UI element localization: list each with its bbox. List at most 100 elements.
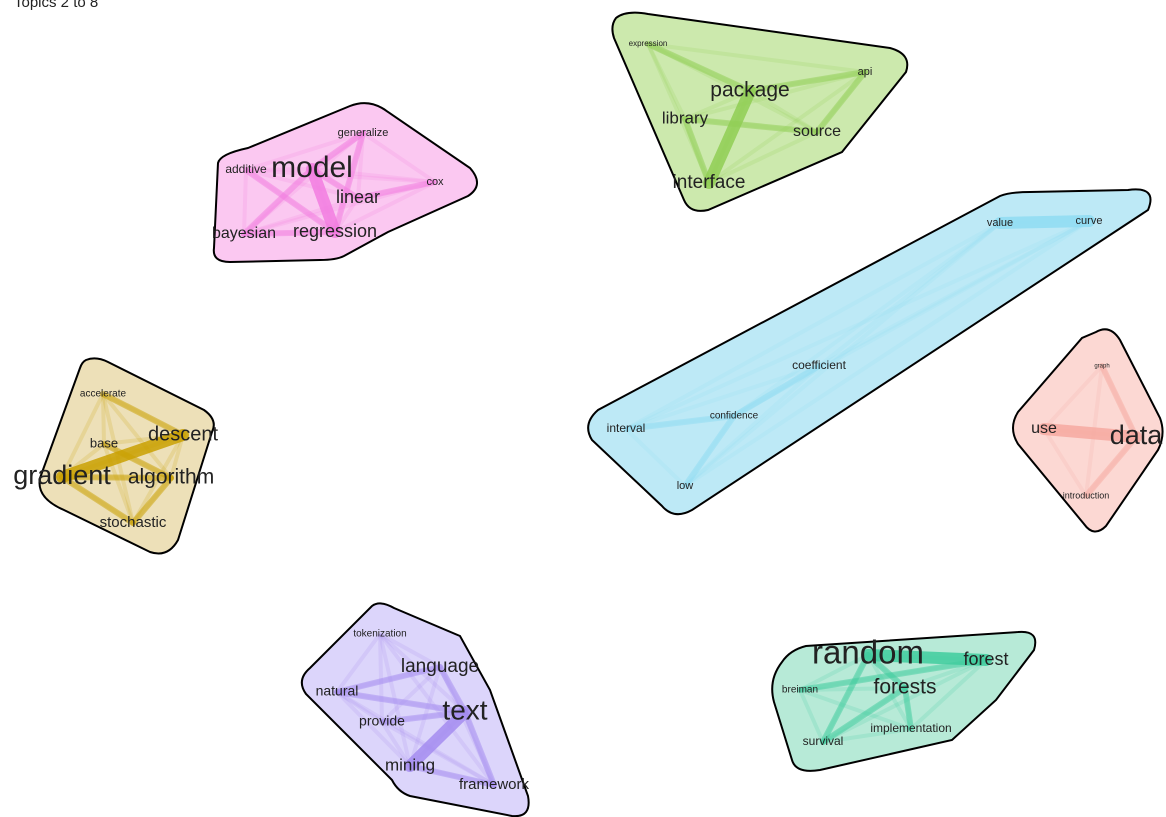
mesh-edge-text xyxy=(335,690,412,768)
edge-linear-cox xyxy=(355,179,438,201)
edge-expression-package xyxy=(645,41,753,94)
edge-forests-implementation xyxy=(902,685,914,732)
edge-gradient-algorithm xyxy=(59,474,174,481)
edge-model-bayesian xyxy=(241,166,315,237)
mesh-edge-value xyxy=(683,221,1002,488)
word-language: language xyxy=(401,656,479,677)
mesh-edge-text xyxy=(378,633,384,723)
edge-model-regression xyxy=(306,163,341,238)
word-curve: curve xyxy=(1076,215,1103,227)
edge-stochastic-algorithm xyxy=(130,475,174,526)
word-low: low xyxy=(677,480,694,492)
edge-natural-text xyxy=(334,689,468,715)
edge-text-language xyxy=(437,664,468,715)
edge-model-linear xyxy=(309,166,361,201)
word-introduction: introduction xyxy=(1063,490,1110,500)
mesh-edge-package xyxy=(684,89,751,121)
mesh-edge-model xyxy=(242,169,248,235)
edge-package-interface xyxy=(703,85,756,189)
edge-graph-data xyxy=(1099,363,1139,440)
word-stochastic: stochastic xyxy=(100,514,167,531)
mesh-edge-package xyxy=(647,42,866,74)
word-implementation: implementation xyxy=(870,721,951,735)
edge-data-introduction xyxy=(1083,434,1139,499)
word-base: base xyxy=(90,435,118,450)
edge-random-forests xyxy=(865,652,908,691)
edge-survival-random xyxy=(820,652,871,745)
mesh-edge-package xyxy=(646,43,687,120)
word-algorithm: algorithm xyxy=(128,466,214,489)
mesh-edge-gradient xyxy=(101,392,173,480)
word-library: library xyxy=(662,108,709,127)
edge-random-forest xyxy=(862,649,992,666)
edge-bayesian-regression xyxy=(241,229,338,237)
word-model: model xyxy=(271,151,353,184)
word-breiman: breiman xyxy=(782,685,818,696)
edge-gradient-stochastic xyxy=(59,474,136,526)
mesh-edge-text xyxy=(335,690,496,787)
edge-natural-language xyxy=(334,664,443,695)
mesh-edge-text xyxy=(380,720,412,768)
word-value: value xyxy=(987,217,1013,229)
mesh-edge-value xyxy=(625,221,1001,431)
edge-use-data xyxy=(1038,423,1142,443)
edge-provide-text xyxy=(379,709,468,725)
word-additive: additive xyxy=(225,162,267,176)
edge-value-curve xyxy=(994,215,1095,229)
mesh-edge-random xyxy=(799,688,912,731)
mesh-edge-value xyxy=(817,221,1002,368)
edge-breiman-forest xyxy=(797,657,989,693)
mesh-edge-data xyxy=(1042,427,1088,498)
mesh-edge-model xyxy=(334,180,436,234)
word-source: source xyxy=(793,123,841,140)
mesh-edge-random xyxy=(909,658,988,731)
mesh-edge-gradient xyxy=(101,393,106,445)
word-natural: natural xyxy=(316,683,359,699)
mesh-edge-value xyxy=(683,364,821,488)
mesh-edge-gradient xyxy=(169,434,185,479)
edge-accelerate-descent xyxy=(100,391,186,438)
word-accelerate: accelerate xyxy=(80,389,127,400)
edge-text-framework xyxy=(462,709,497,788)
word-interval: interval xyxy=(607,421,646,435)
mesh-edge-package xyxy=(708,130,818,185)
mesh-edge-package xyxy=(748,89,819,134)
mesh-edge-model xyxy=(245,131,364,172)
topic-edges xyxy=(56,41,1142,788)
word-interface: interface xyxy=(673,172,746,193)
word-regression: regression xyxy=(293,221,377,241)
word-random: random xyxy=(812,634,924,671)
edge-model-generalize xyxy=(309,130,366,172)
mesh-edge-model xyxy=(361,131,437,184)
edge-confidence-coefficient xyxy=(731,363,822,419)
word-bayesian: bayesian xyxy=(212,225,276,242)
mesh-edge-model xyxy=(243,196,359,236)
word-forest: forest xyxy=(963,649,1008,669)
mesh-edge-value xyxy=(818,219,1090,368)
mesh-edge-value xyxy=(625,219,1090,431)
word-generalize: generalize xyxy=(338,127,389,139)
chart-title: Topics 2 to 8 xyxy=(14,0,99,11)
mesh-edge-text xyxy=(380,665,442,724)
hull-model xyxy=(212,102,478,264)
word-graph: graph xyxy=(1094,364,1109,370)
hull-random xyxy=(771,630,1037,772)
edge-library-source xyxy=(682,116,820,135)
mesh-edge-random xyxy=(822,727,912,744)
edge-survival-forests xyxy=(820,685,908,745)
mesh-edge-random xyxy=(799,653,869,692)
mesh-edge-data xyxy=(1042,364,1104,431)
edge-base-algorithm xyxy=(101,441,174,481)
mesh-edge-random xyxy=(798,689,825,743)
word-linear: linear xyxy=(336,187,380,207)
mesh-edge-random xyxy=(866,653,913,731)
mesh-edge-text xyxy=(335,690,384,724)
mesh-edge-text xyxy=(335,632,382,694)
edge-text-mining xyxy=(404,706,471,772)
edge-package-api xyxy=(747,69,868,94)
hull-value xyxy=(587,188,1152,516)
mesh-edge-model xyxy=(245,168,359,200)
word-provide: provide xyxy=(359,713,405,729)
edge-generalize-regression xyxy=(332,130,366,235)
